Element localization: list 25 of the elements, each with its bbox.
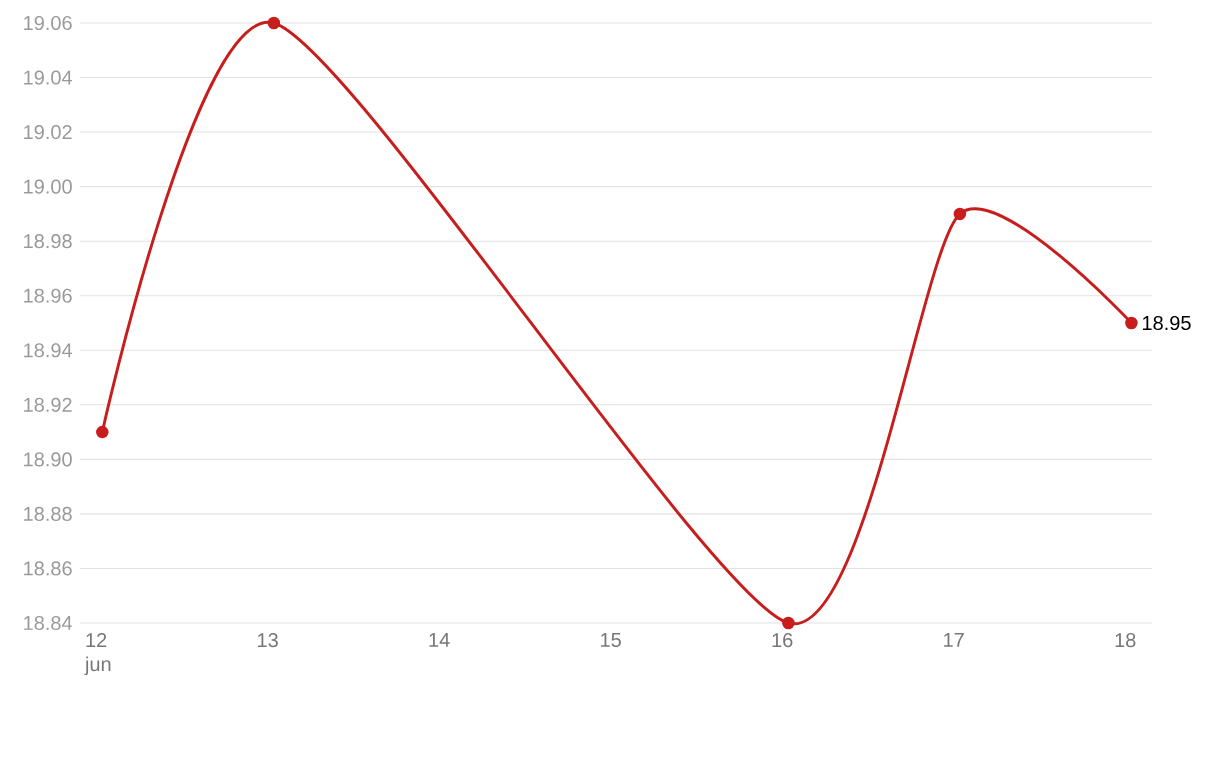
y-tick-label: 18.94 [24,343,73,358]
x-tick-label: 17 [944,633,964,647]
point [1125,316,1138,330]
y-tick-label: 18.98 [24,234,72,249]
x-tick-label: 16 [772,633,793,648]
y-tick-label: 18.90 [24,452,72,467]
y-tick-label: 19.04 [24,70,73,85]
y-tick-label: 18.96 [24,288,72,303]
point [267,16,281,30]
y-tick-label: 18.86 [24,561,72,576]
y-tick-label: 18.88 [24,506,72,521]
point [953,207,967,221]
y-tick-label: 18.84 [24,615,73,631]
x-tick-label: 12 jun [84,633,111,676]
data-label: 18.95 [1142,315,1191,331]
x-tick-label: 18 [1115,633,1136,648]
point [96,425,109,439]
y-tick-label: 18.92 [24,397,72,412]
x-tick-label: 15 [601,633,621,647]
x-tick-label: 13 [258,633,278,648]
point [782,616,795,630]
x-tick-label: 14 [429,633,450,647]
y-tick-label: 19.06 [24,15,72,31]
y-tick-label: 19.00 [24,179,72,194]
y-tick-label: 19.02 [24,125,72,140]
